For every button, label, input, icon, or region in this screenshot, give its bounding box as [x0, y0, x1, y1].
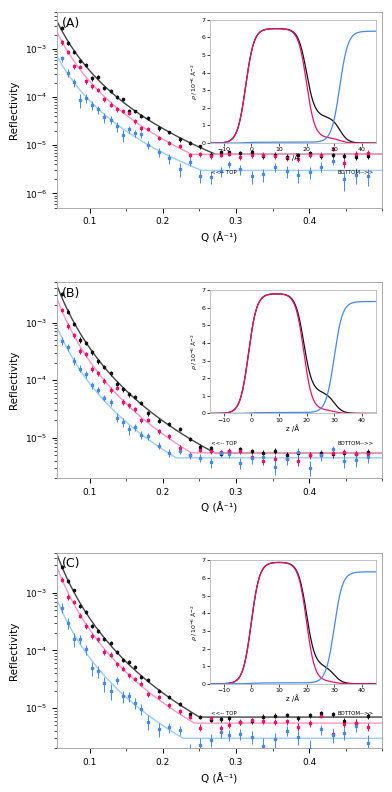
Text: (A): (A) — [62, 17, 80, 30]
X-axis label: Q (Å⁻¹): Q (Å⁻¹) — [201, 773, 238, 784]
Y-axis label: Reflectivity: Reflectivity — [9, 621, 19, 680]
Y-axis label: Reflectivity: Reflectivity — [9, 351, 19, 409]
X-axis label: Q (Å⁻¹): Q (Å⁻¹) — [201, 232, 238, 243]
Y-axis label: Reflectivity: Reflectivity — [9, 81, 19, 139]
X-axis label: Q (Å⁻¹): Q (Å⁻¹) — [201, 502, 238, 514]
Text: (C): (C) — [62, 558, 80, 570]
Text: (B): (B) — [62, 287, 80, 300]
